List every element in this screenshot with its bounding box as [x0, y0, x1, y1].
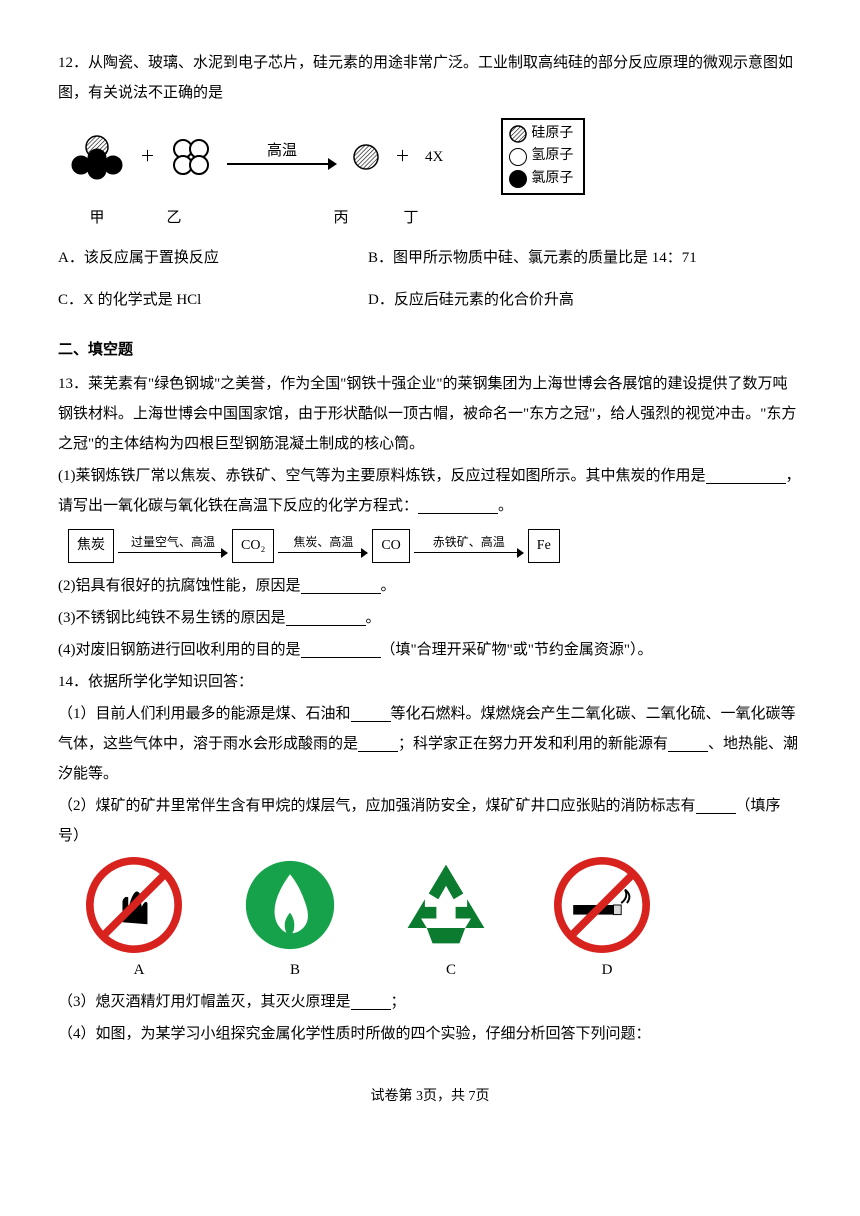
molecule-yi — [169, 135, 213, 179]
q12-optA: A．该反应属于置换反应 — [58, 243, 368, 273]
q12-optD: D．反应后硅元素的化合价升高 — [368, 285, 574, 315]
arrow-label: 高温 — [267, 143, 297, 159]
q12-diagram: ＋ 高温 ＋ 4X 硅原子 氢原子 氯原子 — [68, 118, 802, 195]
reaction-arrow: 高温 — [227, 144, 337, 169]
blank — [706, 466, 786, 484]
q13-intro: 13．莱芜素有"绿色钢城"之美誉，作为全国"钢铁十强企业"的莱钢集团为上海世博会… — [58, 369, 802, 459]
sign-d-label: D — [554, 955, 660, 985]
product-text: ＋ 4X — [395, 142, 443, 172]
q12-text: 12．从陶瓷、玻璃、水泥到电子芯片，硅元素的用途非常广泛。工业制取高纯硅的部分反… — [58, 48, 802, 108]
flow-co: CO — [372, 529, 409, 563]
q12-optC: C．X 的化学式是 HCl — [58, 285, 368, 315]
q14-head: 14．依据所学化学知识回答： — [58, 667, 802, 697]
legend-si: 硅原子 — [509, 123, 573, 145]
legend-box: 硅原子 氢原子 氯原子 — [501, 118, 585, 195]
q13-flow: 焦炭 过量空气、高温 CO₂ 焦炭、高温 CO 赤铁矿、高温 Fe — [68, 529, 802, 563]
q14-p1: （1）目前人们利用最多的能源是煤、石油和等化石燃料。煤燃烧会产生二氧化碳、二氧化… — [58, 699, 802, 789]
flow-co2: CO₂ — [232, 529, 274, 563]
sign-c: C — [398, 857, 504, 985]
flow-arrow-1: 过量空气、高温 — [118, 536, 228, 557]
q12-optB: B．图甲所示物质中硅、氯元素的质量比是 14：71 — [368, 243, 697, 273]
signs-row: A B C D — [86, 857, 802, 985]
no-fire-icon — [86, 857, 182, 953]
blank — [301, 640, 381, 658]
green-drop-icon — [242, 857, 338, 953]
sign-b: B — [242, 857, 348, 985]
q13-p4: (4)对废旧钢筋进行回收利用的目的是（填"合理开采矿物"或"节约金属资源"）。 — [58, 635, 802, 665]
blank — [358, 734, 398, 752]
sign-c-label: C — [398, 955, 504, 985]
q13-p2: (2)铝具有很好的抗腐蚀性能，原因是。 — [58, 571, 802, 601]
page-footer: 试卷第 3页，共 7页 — [58, 1083, 802, 1111]
q14-p4: （4）如图，为某学习小组探究金属化学性质时所做的四个实验，仔细分析回答下列问题： — [58, 1019, 802, 1049]
blank — [668, 734, 708, 752]
flow-arrow-3: 赤铁矿、高温 — [414, 536, 524, 557]
sign-d: D — [554, 857, 660, 985]
flow-fe: Fe — [528, 529, 560, 563]
q13-p3: (3)不锈钢比纯铁不易生锈的原因是。 — [58, 603, 802, 633]
flow-arrow-2: 焦炭、高温 — [278, 536, 368, 557]
q12-options-row2: C．X 的化学式是 HCl D．反应后硅元素的化合价升高 — [58, 285, 802, 315]
molecule-jia — [68, 130, 126, 184]
blank — [351, 704, 391, 722]
blank — [351, 992, 391, 1010]
sign-a: A — [86, 857, 192, 985]
section-2-title: 二、填空题 — [58, 335, 802, 365]
molecule-labels: 甲 乙 丙 丁 — [68, 203, 802, 233]
molecule-bing — [351, 142, 381, 172]
recycle-icon — [398, 857, 494, 953]
q12-options-row1: A．该反应属于置换反应 B．图甲所示物质中硅、氯元素的质量比是 14：71 — [58, 243, 802, 273]
sign-b-label: B — [242, 955, 348, 985]
flow-coke: 焦炭 — [68, 529, 114, 563]
blank — [418, 496, 498, 514]
legend-h: 氢原子 — [509, 145, 573, 167]
plus-sign-1: ＋ — [140, 142, 155, 172]
q14-p2: （2）煤矿的矿井里常伴生含有甲烷的煤层气，应加强消防安全，煤矿矿井口应张贴的消防… — [58, 791, 802, 851]
sign-a-label: A — [86, 955, 192, 985]
no-smoking-icon — [554, 857, 650, 953]
q13-p1: (1)莱钢炼铁厂常以焦炭、赤铁矿、空气等为主要原料炼铁，反应过程如图所示。其中焦… — [58, 461, 802, 521]
legend-cl: 氯原子 — [509, 168, 573, 190]
q14-p3: （3）熄灭酒精灯用灯帽盖灭，其灭火原理是； — [58, 987, 802, 1017]
blank — [696, 796, 736, 814]
blank — [286, 608, 366, 626]
blank — [301, 576, 381, 594]
